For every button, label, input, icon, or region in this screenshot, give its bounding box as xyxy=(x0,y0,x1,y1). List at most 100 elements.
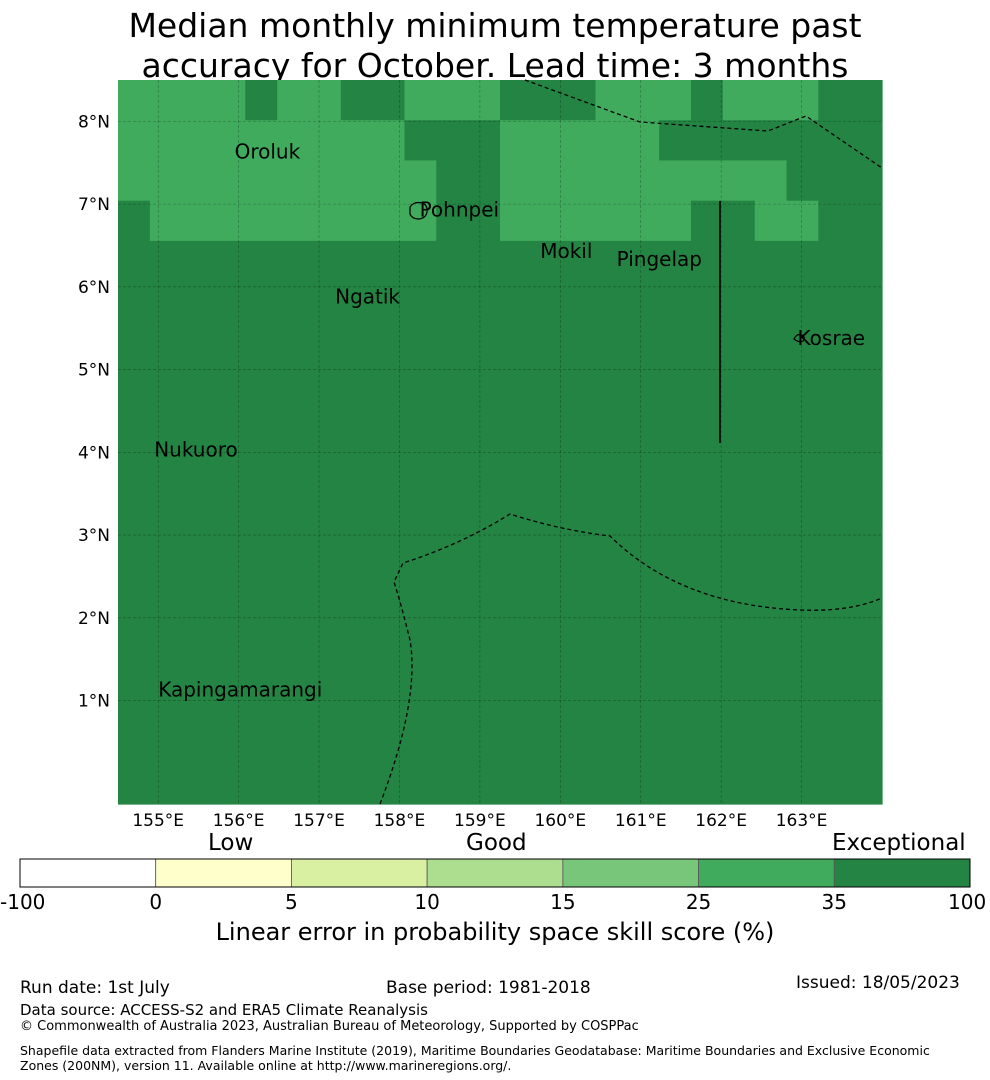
skill-cell xyxy=(277,723,310,765)
skill-map: Oroluk Pohnpei Mokil Pingelap Ngatik Kosrae Nu… xyxy=(78,79,883,831)
skill-cell xyxy=(722,160,756,202)
skill-cell xyxy=(722,763,756,805)
skill-cell xyxy=(563,723,597,765)
kosrae-island-outline xyxy=(793,333,805,343)
skill-cell xyxy=(181,763,215,805)
skill-grid-cells xyxy=(118,80,883,805)
skill-cell xyxy=(372,602,406,644)
lon-tick-label: 160°E xyxy=(534,811,586,831)
skill-cell xyxy=(436,643,469,684)
skill-cell xyxy=(468,361,501,403)
lon-tick-label: 158°E xyxy=(374,811,426,831)
skill-cell xyxy=(213,442,246,483)
skill-cell xyxy=(531,401,565,443)
skill-cell xyxy=(722,643,756,684)
skill-cell xyxy=(754,602,788,644)
skill-cell xyxy=(404,361,437,403)
lat-tick-label: 2°N xyxy=(78,609,110,629)
lat-tick-label: 4°N xyxy=(78,443,110,463)
skill-cell xyxy=(118,482,151,524)
skill-cell xyxy=(786,562,819,604)
skill-cell xyxy=(468,442,501,483)
skill-cell xyxy=(595,442,628,483)
skill-cell xyxy=(181,522,215,564)
skill-cell xyxy=(850,200,883,242)
skill-cell xyxy=(213,482,246,524)
skill-cell xyxy=(245,522,278,564)
skill-cell xyxy=(181,401,215,443)
skill-cell xyxy=(309,442,342,483)
skill-cell xyxy=(309,80,342,121)
skill-cell xyxy=(340,643,374,684)
skill-cell xyxy=(213,401,246,443)
skill-cell xyxy=(277,200,310,242)
skill-cell xyxy=(595,240,628,282)
colorbar-swatch xyxy=(19,858,157,888)
skill-cell xyxy=(118,763,151,805)
skill-cell xyxy=(691,683,724,725)
skill-cell xyxy=(850,160,883,202)
skill-cell xyxy=(754,482,788,524)
skill-cell xyxy=(722,80,756,121)
skill-cell xyxy=(531,602,565,644)
skill-cell xyxy=(818,160,851,202)
skill-cell xyxy=(277,80,310,121)
skill-cell xyxy=(754,361,788,403)
skill-cell xyxy=(245,401,278,443)
skill-cell xyxy=(500,482,533,524)
skill-cell xyxy=(659,80,692,121)
skill-cell xyxy=(181,723,215,765)
skill-cell xyxy=(213,683,246,725)
skill-cell xyxy=(436,401,469,443)
place-label: Pohnpei xyxy=(420,198,500,222)
issued-date: Issued: 18/05/2023 xyxy=(796,973,960,993)
skill-cell xyxy=(500,442,533,483)
skill-cell xyxy=(659,240,692,282)
skill-cell xyxy=(627,361,660,403)
skill-cell xyxy=(595,120,628,162)
skill-cell xyxy=(436,763,469,805)
skill-cell xyxy=(213,120,246,162)
skill-cell xyxy=(818,763,851,805)
skill-cell xyxy=(500,683,533,725)
skill-cell xyxy=(309,240,342,282)
skill-cell xyxy=(850,522,883,564)
skill-cell xyxy=(595,361,628,403)
skill-cell xyxy=(563,683,597,725)
colorbar-tick-label: -100 xyxy=(0,890,46,914)
skill-cell xyxy=(659,602,692,644)
skill-cell xyxy=(531,321,565,363)
colorbar-tick-label: 0 xyxy=(149,890,163,914)
skill-cell xyxy=(118,683,151,725)
skill-cell xyxy=(277,160,310,202)
skill-cell xyxy=(149,723,183,765)
category-label-low: Low xyxy=(208,830,254,856)
skill-cell xyxy=(786,683,819,725)
skill-cell xyxy=(245,281,278,322)
colorbar-title: Linear error in probability space skill … xyxy=(215,918,775,946)
colorbar-tick-label: 100 xyxy=(948,890,987,914)
skill-cell xyxy=(404,562,437,604)
place-label: Ngatik xyxy=(335,284,400,308)
skill-cell xyxy=(468,763,501,805)
skill-cell xyxy=(627,442,660,483)
skill-cell xyxy=(468,562,501,604)
skill-cell xyxy=(595,763,628,805)
skill-cell xyxy=(722,401,756,443)
skill-cell xyxy=(118,361,151,403)
skill-cell xyxy=(181,281,215,322)
colorbar-tick-label: 10 xyxy=(414,890,440,914)
title-line-2: accuracy for October. Lead time: 3 month… xyxy=(141,46,849,85)
colorbar-tick-label: 35 xyxy=(821,890,848,914)
skill-cell xyxy=(531,120,565,162)
skill-cell xyxy=(404,482,437,524)
skill-cell xyxy=(818,200,851,242)
skill-cell xyxy=(754,763,788,805)
lat-tick-label: 5°N xyxy=(78,361,110,381)
lon-tick-label: 157°E xyxy=(293,811,345,831)
skill-cell xyxy=(722,361,756,403)
skill-cell xyxy=(372,80,406,121)
skill-cell xyxy=(595,80,628,121)
skill-cell xyxy=(818,723,851,765)
skill-cell xyxy=(500,281,533,322)
